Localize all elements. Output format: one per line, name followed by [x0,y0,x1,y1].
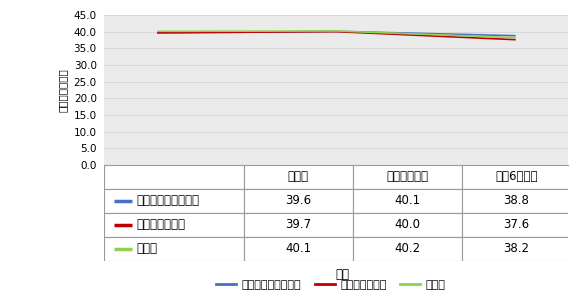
Text: 待機群: 待機群 [137,242,158,256]
FancyBboxPatch shape [244,237,353,261]
FancyBboxPatch shape [353,165,462,189]
FancyBboxPatch shape [104,189,244,213]
Text: 介入前: 介入前 [288,170,309,184]
Text: 介入終了直後: 介入終了直後 [386,170,428,184]
Text: 認知行動療法群: 認知行動療法群 [137,218,186,232]
FancyBboxPatch shape [104,213,244,237]
Text: 40.1: 40.1 [285,242,311,256]
Text: 37.6: 37.6 [503,218,530,232]
Text: マインドフルネス群: マインドフルネス群 [137,194,200,208]
FancyBboxPatch shape [353,237,462,261]
FancyBboxPatch shape [353,189,462,213]
Text: 更に6週間後: 更に6週間後 [495,170,538,184]
Text: 40.0: 40.0 [394,218,420,232]
FancyBboxPatch shape [244,189,353,213]
FancyBboxPatch shape [244,213,353,237]
FancyBboxPatch shape [462,165,571,189]
Text: 39.6: 39.6 [285,194,311,208]
FancyBboxPatch shape [244,165,353,189]
FancyBboxPatch shape [462,189,571,213]
Text: 40.1: 40.1 [394,194,420,208]
Y-axis label: 消費者態度指数: 消費者態度指数 [58,68,68,112]
Legend: マインドフルネス群, 認知行動療法群, 待機群: マインドフルネス群, 認知行動療法群, 待機群 [212,276,450,294]
FancyBboxPatch shape [462,237,571,261]
FancyBboxPatch shape [462,213,571,237]
Text: 時点: 時点 [335,268,349,281]
FancyBboxPatch shape [104,165,244,189]
Text: 39.7: 39.7 [285,218,311,232]
Text: 40.2: 40.2 [394,242,420,256]
Text: 38.2: 38.2 [503,242,529,256]
FancyBboxPatch shape [353,213,462,237]
Text: 38.8: 38.8 [503,194,529,208]
FancyBboxPatch shape [104,237,244,261]
